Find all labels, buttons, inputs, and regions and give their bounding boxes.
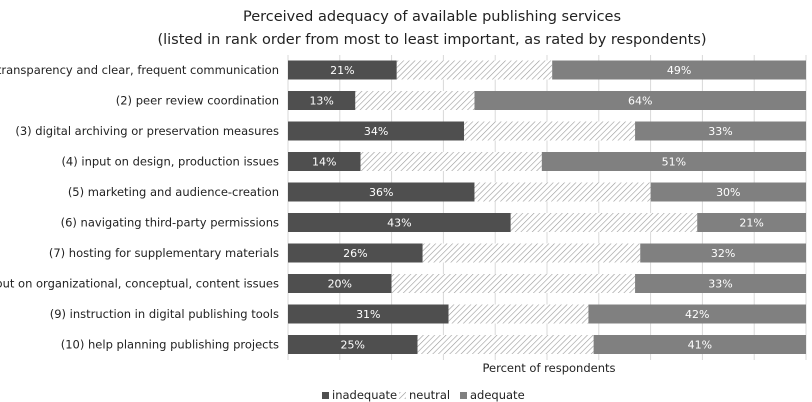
data-label-inadequate: 25% <box>341 339 365 352</box>
bar-adequate <box>640 243 806 263</box>
legend-swatch-adequate <box>460 392 467 399</box>
bar-adequate <box>541 152 806 171</box>
bar-adequate <box>635 121 806 141</box>
category-label: (4) input on design, production issues <box>61 155 279 169</box>
bar-inadequate <box>288 91 356 110</box>
bar-adequate <box>635 274 806 293</box>
legend-label-neutral: neutral <box>409 388 450 402</box>
data-label-adequate: 41% <box>688 339 712 352</box>
bar-inadequate <box>288 213 511 232</box>
bar-neutral <box>360 152 542 171</box>
bar-neutral <box>422 243 641 263</box>
bar-inadequate <box>288 60 397 80</box>
legend-label-adequate: adequate <box>470 388 525 402</box>
legend: inadequate neutral adequate <box>322 388 525 402</box>
bar-adequate <box>650 182 806 202</box>
category-labels: (1) transparency and clear, frequent com… <box>0 63 279 352</box>
data-label-adequate: 49% <box>667 64 691 77</box>
category-label: (2) peer review coordination <box>116 94 279 108</box>
data-label-adequate: 32% <box>711 247 735 260</box>
data-label-inadequate: 20% <box>328 278 352 291</box>
legend-swatch-neutral <box>399 392 406 399</box>
bar-neutral <box>355 91 475 110</box>
bar-adequate <box>552 60 806 80</box>
data-label-inadequate: 13% <box>309 95 333 108</box>
category-label: (8) input on organizational, conceptual,… <box>0 277 279 291</box>
data-label-adequate: 33% <box>708 125 732 138</box>
data-label-adequate: 33% <box>708 278 732 291</box>
category-label: (9) instruction in digital publishing to… <box>50 307 279 321</box>
data-label-inadequate: 36% <box>369 186 393 199</box>
bar-inadequate <box>288 274 392 293</box>
bar-neutral <box>474 182 651 202</box>
bar-inadequate <box>288 182 475 202</box>
data-label-adequate: 30% <box>716 186 740 199</box>
bar-adequate <box>593 335 806 354</box>
bar-neutral <box>417 335 594 354</box>
bar-neutral <box>391 274 636 293</box>
chart-title: Perceived adequacy of available publishi… <box>243 9 621 25</box>
chart-subtitle: (listed in rank order from most to least… <box>157 32 706 48</box>
legend-swatch-inadequate <box>322 392 329 399</box>
data-label-inadequate: 43% <box>387 217 411 230</box>
bar-adequate <box>697 213 806 232</box>
data-label-inadequate: 31% <box>356 308 380 321</box>
category-label: (5) marketing and audience-creation <box>68 185 279 199</box>
data-label-adequate: 51% <box>662 156 686 169</box>
bar-inadequate <box>288 121 465 141</box>
data-label-inadequate: 21% <box>330 64 354 77</box>
category-label: (6) navigating third-party permissions <box>61 216 279 230</box>
bar-inadequate <box>288 335 418 354</box>
bars: 21% 49% 13% 64% 34% 33% 14% 51% 36% 30% 43% 21% 26% 3… <box>288 60 806 354</box>
bar-neutral <box>396 60 553 80</box>
bar-adequate <box>474 91 806 110</box>
category-label: (1) transparency and clear, frequent com… <box>0 63 279 77</box>
bar-adequate <box>588 304 806 324</box>
data-label-adequate: 42% <box>685 308 709 321</box>
category-label: (10) help planning publishing projects <box>61 338 279 352</box>
data-label-adequate: 64% <box>628 95 652 108</box>
data-label-inadequate: 14% <box>312 156 336 169</box>
bar-inadequate <box>288 243 423 263</box>
bar-inadequate <box>288 304 449 324</box>
x-axis-title: Percent of respondents <box>483 361 616 375</box>
bar-neutral <box>464 121 636 141</box>
data-label-inadequate: 26% <box>343 247 367 260</box>
legend-label-inadequate: inadequate <box>332 388 397 402</box>
data-label-adequate: 21% <box>739 217 763 230</box>
category-label: (3) digital archiving or preservation me… <box>15 124 279 138</box>
data-label-inadequate: 34% <box>364 125 388 138</box>
bar-neutral <box>448 304 589 324</box>
category-label: (7) hosting for supplementary materials <box>49 246 279 260</box>
bar-neutral <box>510 213 698 232</box>
bar-inadequate <box>288 152 361 171</box>
